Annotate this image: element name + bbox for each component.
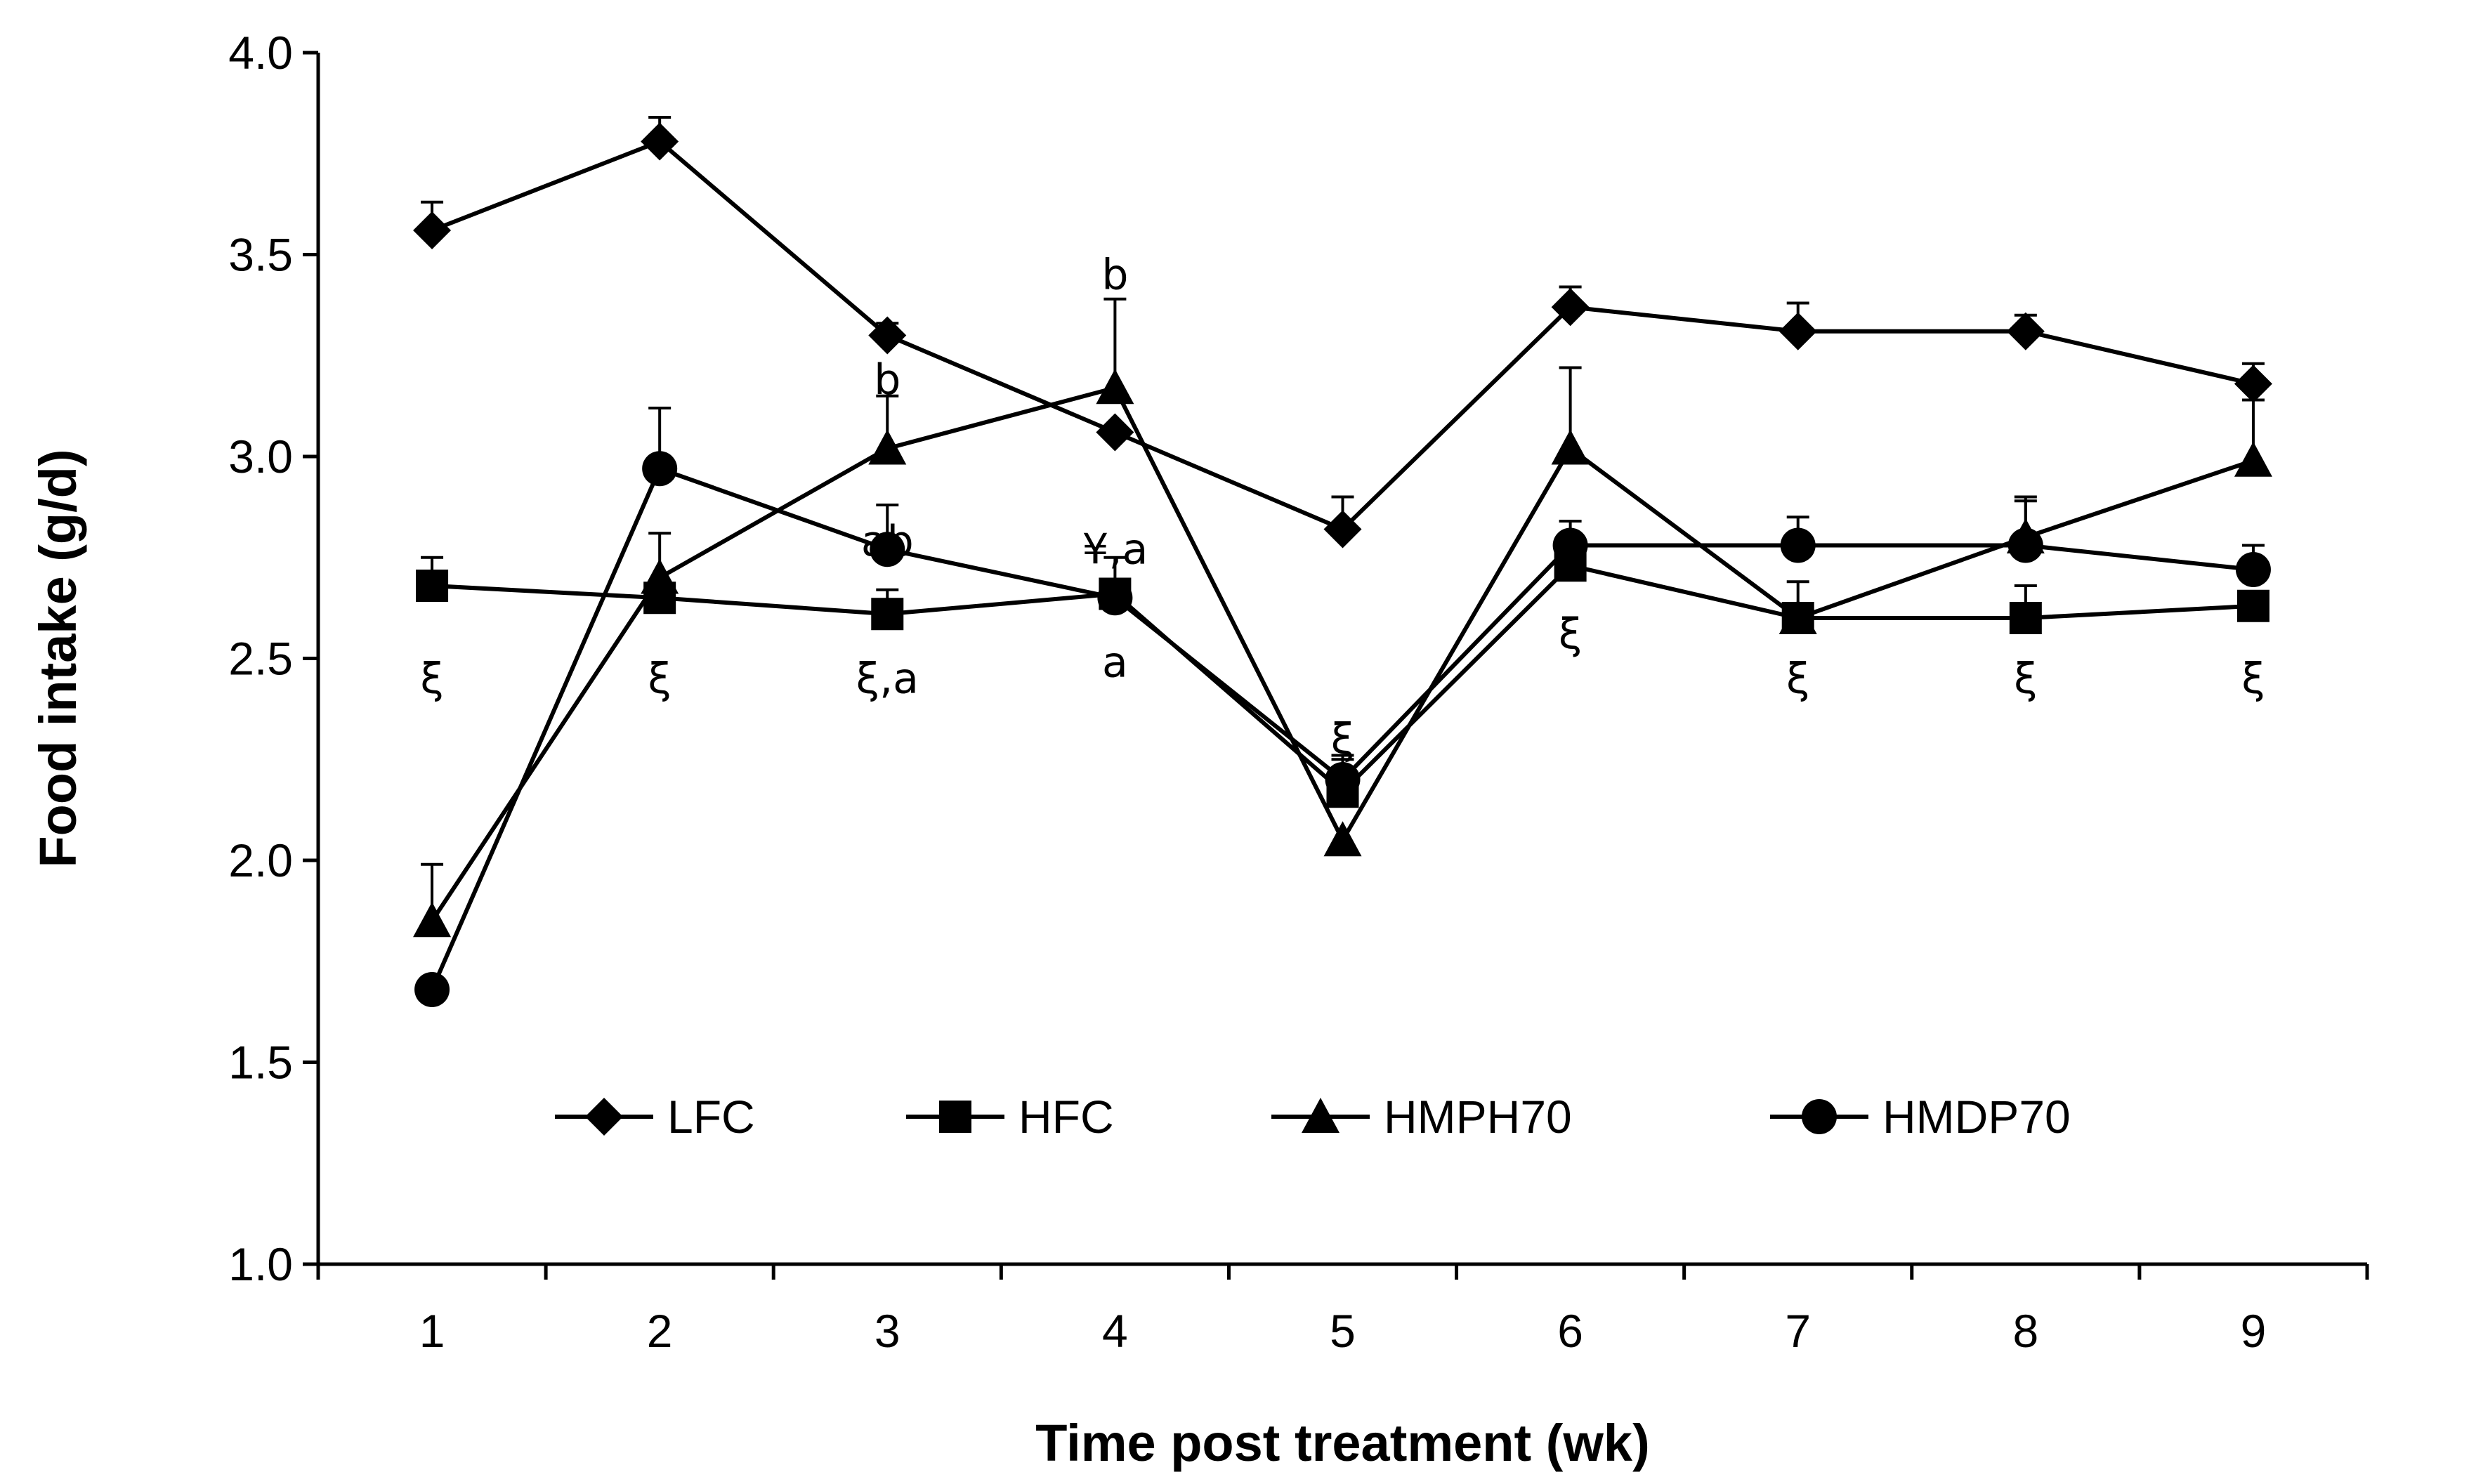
data-point-hfc (416, 570, 449, 602)
y-tick-label: 3.5 (228, 229, 293, 281)
annotation-label: ξ,a (856, 654, 919, 703)
axes: 1.0 1.5 2.0 2.5 3.0 3.5 4.0 1 2 3 4 5 6 7 8 9 (228, 27, 2369, 1357)
data-point-lfc (413, 211, 452, 249)
annotation-label: ξ (2241, 654, 2265, 703)
significance-annotations: ξ ξ ξ,a ab b a ¥,a b ξ ξ ξ ξ ξ (420, 250, 2265, 763)
x-tick-label: 3 (875, 1305, 900, 1357)
data-point-lfc (1096, 413, 1134, 452)
legend: LFC HFC HMPH70 HMDP70 (555, 1091, 2071, 1143)
x-tick-label: 4 (1102, 1305, 1128, 1357)
series-line-lfc (431, 139, 2254, 532)
data-point-hmph70 (868, 429, 907, 465)
data-point-lfc (1779, 312, 1817, 350)
annotation-label: ξ (1331, 715, 1354, 764)
data-point-hmph70 (1551, 429, 1590, 465)
data-point-lfc (2234, 365, 2272, 403)
data-point-lfc (1323, 510, 1362, 549)
data-point-hmph70 (1323, 821, 1362, 857)
data-point-hmdp70 (2235, 552, 2271, 587)
x-axis-title: Time post treatment (wk) (1035, 1414, 1649, 1472)
data-point-lfc (2006, 312, 2045, 350)
y-tick-label: 2.0 (228, 834, 293, 886)
data-point-hfc (2009, 602, 2042, 634)
annotation-label: ξ (1786, 654, 1809, 703)
y-tick-label: 3.0 (228, 431, 293, 482)
annotation-label: b (1101, 250, 1128, 299)
y-tick-label: 2.5 (228, 633, 293, 685)
data-point-hmph70 (2234, 441, 2272, 477)
legend-item-hfc: HFC (906, 1091, 1114, 1143)
x-tick-label: 5 (1330, 1305, 1356, 1357)
x-tick-label: 8 (2012, 1305, 2038, 1357)
data-point-lfc (1551, 288, 1590, 327)
legend-marker (1302, 1098, 1339, 1133)
legend-item-lfc: LFC (555, 1091, 755, 1143)
legend-marker (939, 1101, 971, 1133)
data-point-hmdp70 (642, 451, 678, 487)
data-point-hmdp70 (1780, 527, 1816, 563)
annotation-label: b (874, 355, 900, 405)
legend-label: HFC (1018, 1091, 1114, 1143)
legend-label: HMDP70 (1882, 1091, 2071, 1143)
x-tick-label: 2 (647, 1305, 673, 1357)
data-point-lfc (868, 316, 907, 355)
annotation-label: ξ (2014, 654, 2037, 703)
y-axis-title: Food intake (g/d) (29, 449, 87, 867)
data-point-hmdp70 (2007, 527, 2043, 563)
data-point-hmph70 (413, 902, 452, 938)
legend-marker (1802, 1099, 1837, 1134)
x-tick-label: 1 (419, 1305, 445, 1357)
data-point-hmdp70 (870, 532, 905, 567)
legend-item-hmph70: HMPH70 (1271, 1091, 1572, 1143)
x-tick-label: 7 (1785, 1305, 1811, 1357)
y-ticks: 1.0 1.5 2.0 2.5 3.0 3.5 4.0 (228, 27, 318, 1290)
y-tick-label: 1.5 (228, 1037, 293, 1089)
y-tick-label: 1.0 (228, 1238, 293, 1290)
data-point-hmph70 (1096, 369, 1134, 405)
annotation-label: a (1102, 638, 1128, 687)
data-point-hmdp70 (1097, 580, 1133, 616)
annotation-label: ab (861, 517, 914, 566)
data-point-lfc (641, 122, 679, 161)
legend-item-hmdp70: HMDP70 (1770, 1091, 2071, 1143)
y-tick-label: 4.0 (228, 27, 293, 79)
annotation-label: ¥,a (1082, 525, 1148, 574)
data-point-hmph70 (641, 558, 679, 594)
annotation-label: ξ (648, 654, 671, 703)
data-point-hmph70 (1779, 599, 1817, 634)
plot-area (413, 116, 2272, 1007)
x-tick-label: 9 (2241, 1305, 2267, 1357)
series-lfc (413, 116, 2272, 549)
data-point-hmdp70 (414, 972, 450, 1007)
legend-label: HMPH70 (1384, 1091, 1572, 1143)
data-point-hfc (871, 598, 904, 631)
annotation-label: ξ (420, 654, 443, 703)
x-ticks: 1 2 3 4 5 6 7 8 9 (316, 1264, 2369, 1357)
legend-label: LFC (667, 1091, 755, 1143)
data-point-hmdp70 (1325, 762, 1361, 797)
x-tick-label: 6 (1557, 1305, 1583, 1357)
data-point-hmdp70 (1552, 527, 1588, 563)
legend-marker (585, 1098, 623, 1136)
annotation-label: ξ (1559, 610, 1582, 659)
data-point-hfc (2236, 589, 2269, 622)
series-hmdp70 (414, 407, 2271, 1007)
